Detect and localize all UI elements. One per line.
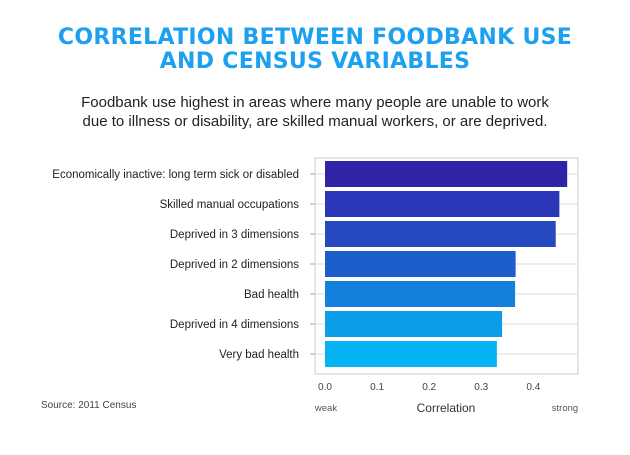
- category-label: Deprived in 3 dimensions: [170, 229, 299, 241]
- x-axis-title: Correlation: [417, 401, 476, 415]
- chart-title-line-1: CORRELATION BETWEEN FOODBANK USE: [57, 25, 573, 50]
- bar: [325, 311, 503, 337]
- plot-frame: [314, 157, 579, 375]
- category-label: Skilled manual occupations: [160, 199, 300, 211]
- bar: [325, 161, 568, 187]
- x-axis-weak-label: weak: [314, 403, 337, 414]
- x-tick-label: 0.4: [526, 382, 540, 393]
- bar: [325, 191, 560, 217]
- subtitle-line-1: Foodbank use highest in areas where many…: [81, 94, 549, 111]
- category-label: Very bad health: [219, 349, 299, 361]
- bar: [325, 341, 497, 367]
- category-label: Economically inactive: long term sick or…: [52, 169, 299, 181]
- source-note: Source: 2011 Census: [41, 400, 137, 411]
- category-label: Bad health: [244, 289, 299, 301]
- category-label: Deprived in 2 dimensions: [170, 259, 299, 271]
- bar: [325, 221, 556, 247]
- x-tick-label: 0.3: [474, 382, 488, 393]
- bar: [325, 281, 516, 307]
- x-tick-label: 0.2: [422, 382, 436, 393]
- bar: [325, 251, 516, 277]
- x-tick-label: 0.1: [370, 382, 384, 393]
- subtitle-line-2: due to illness or disability, are skille…: [82, 113, 548, 130]
- category-label: Deprived in 4 dimensions: [170, 319, 299, 331]
- x-tick-label: 0.0: [318, 382, 332, 393]
- x-axis-strong-label: strong: [552, 403, 578, 414]
- chart-title-line-2: AND CENSUS VARIABLES: [159, 49, 471, 74]
